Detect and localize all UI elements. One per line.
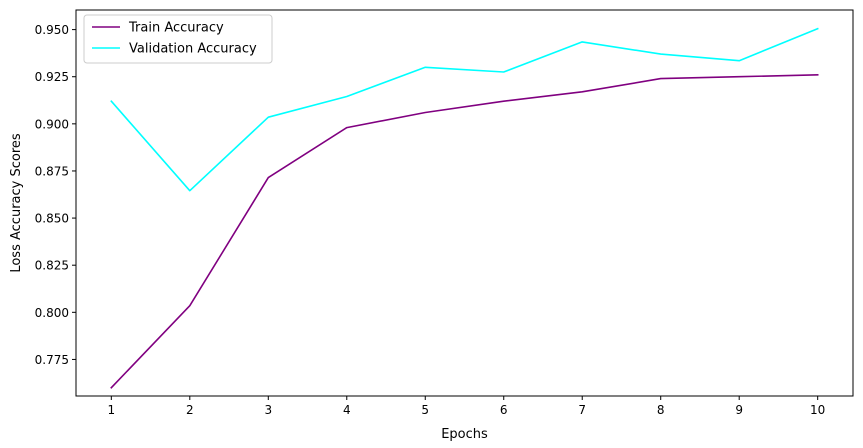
x-axis-label: Epochs <box>441 427 488 442</box>
y-tick-label: 0.950 <box>35 23 69 37</box>
x-tick-label: 3 <box>264 403 272 417</box>
x-axis-ticks: 1 2 3 4 5 6 7 8 9 10 <box>107 396 825 417</box>
y-tick-label: 0.900 <box>35 117 69 131</box>
legend-label-train: Train Accuracy <box>128 21 224 36</box>
x-tick-label: 6 <box>500 403 508 417</box>
x-tick-label: 8 <box>657 403 665 417</box>
series-line-validation-accuracy <box>110 27 819 192</box>
y-tick-label: 0.875 <box>35 164 69 178</box>
x-tick-label: 1 <box>107 403 115 417</box>
series-lines <box>110 27 819 389</box>
x-tick-label: 9 <box>735 403 743 417</box>
y-tick-label: 0.800 <box>35 306 69 320</box>
legend: Train Accuracy Validation Accuracy <box>83 14 273 64</box>
series-line-train-accuracy <box>110 73 819 389</box>
y-tick-label: 0.850 <box>35 212 69 226</box>
plot-area <box>75 9 854 397</box>
y-axis-label: Loss Accuracy Scores <box>9 133 24 273</box>
x-tick-label: 7 <box>578 403 586 417</box>
y-tick-label: 0.925 <box>35 70 69 84</box>
x-tick-label: 10 <box>810 403 825 417</box>
y-axis-ticks: 0.775 0.800 0.825 0.850 0.875 0.900 0.925 0.950 <box>35 23 76 367</box>
x-tick-label: 4 <box>343 403 351 417</box>
legend-box <box>83 14 273 64</box>
x-tick-label: 2 <box>186 403 194 417</box>
legend-label-validation: Validation Accuracy <box>129 42 257 57</box>
x-tick-label: 5 <box>421 403 429 417</box>
y-tick-label: 0.825 <box>35 259 69 273</box>
y-tick-label: 0.775 <box>35 353 69 367</box>
